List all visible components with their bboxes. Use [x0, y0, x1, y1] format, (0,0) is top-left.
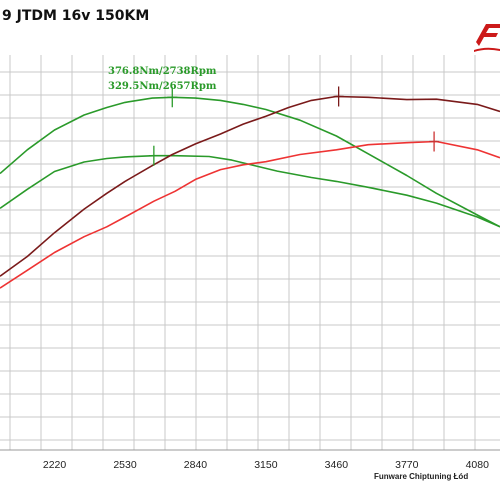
peak-marker-power-tuned: [333, 86, 344, 107]
chart-grid: [0, 55, 500, 451]
chart-credit: Funware Chiptuning Łód: [374, 472, 469, 481]
brand-logo: [474, 24, 500, 52]
x-tick-label: 3460: [325, 459, 349, 471]
x-tick-label: 2530: [113, 459, 137, 471]
series-line-power-stock: [0, 140, 500, 289]
peak-annotation: 376.8Nm/2738Rpm: [108, 66, 217, 77]
series-line-power-tuned: [0, 95, 500, 277]
x-tick-label: 3150: [254, 459, 278, 471]
chart-title: 9 JTDM 16v 150KM: [2, 8, 150, 24]
x-tick-label: 2220: [43, 459, 67, 471]
series-layer: [0, 95, 500, 289]
markers-layer: [148, 86, 440, 166]
x-tick-label: 2840: [184, 459, 208, 471]
annotation-layer: 376.8Nm/2738Rpm 329.5Nm/2657Rpm: [108, 66, 217, 92]
peak-marker-torque-tuned: [167, 87, 178, 108]
peak-annotation: 329.5Nm/2657Rpm: [108, 81, 217, 92]
x-tick-label: 4080: [466, 459, 490, 471]
series-line-torque-stock: [0, 154, 500, 228]
peak-marker-torque-stock: [148, 145, 159, 166]
series-line-torque-tuned: [0, 96, 500, 228]
x-tick-label: 3770: [395, 459, 419, 471]
x-axis-ticks: 2220 2530 2840 3150 3460 3770 4080: [43, 459, 489, 471]
peak-marker-power-stock: [429, 131, 440, 152]
